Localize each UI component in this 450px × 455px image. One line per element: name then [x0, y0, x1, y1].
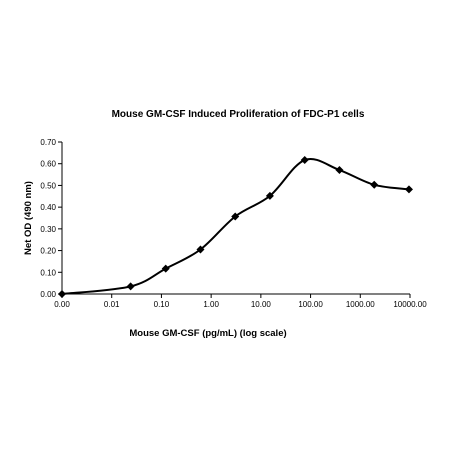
- data-point-marker: [265, 191, 274, 200]
- x-tick-label: 10000.00: [393, 300, 427, 309]
- x-tick-label: 0.10: [154, 300, 170, 309]
- chart-title: Mouse GM-CSF Induced Proliferation of FD…: [112, 109, 365, 120]
- data-point-marker: [161, 264, 170, 273]
- x-tick-label: 0.00: [54, 300, 70, 309]
- y-tick-label: 0.50: [40, 181, 56, 190]
- data-point-marker: [58, 290, 66, 298]
- data-point-marker: [196, 245, 205, 254]
- data-point-marker: [300, 156, 309, 165]
- x-tick-label: 1.00: [203, 300, 219, 309]
- y-tick-label: 0.60: [40, 160, 56, 169]
- ticks-layer: 0.00 0.01 0.10 1.00 10.00 100.00 1000.00 10000.…: [40, 138, 427, 309]
- y-tick-label: 0.00: [40, 290, 56, 299]
- data-point-marker: [404, 185, 413, 194]
- y-tick-label: 0.70: [40, 138, 56, 147]
- x-tick-label: 1000.00: [346, 300, 375, 309]
- data-point-marker: [231, 212, 240, 221]
- data-point-marker: [126, 282, 135, 291]
- series-layer: [58, 156, 413, 298]
- y-tick-label: 0.30: [40, 225, 56, 234]
- data-point-marker: [370, 180, 379, 189]
- data-point-marker: [335, 166, 344, 175]
- x-tick-label: 0.01: [104, 300, 120, 309]
- x-tick-label: 100.00: [298, 300, 323, 309]
- y-axis-title: Net OD (490 nm): [23, 181, 34, 255]
- y-tick-label: 0.20: [40, 247, 56, 256]
- series-line: [61, 158, 410, 295]
- x-axis-title: Mouse GM-CSF (pg/mL) (log scale): [129, 328, 286, 339]
- y-tick-label: 0.10: [40, 268, 56, 277]
- x-tick-label: 10.00: [251, 300, 272, 309]
- y-tick-label: 0.40: [40, 203, 56, 212]
